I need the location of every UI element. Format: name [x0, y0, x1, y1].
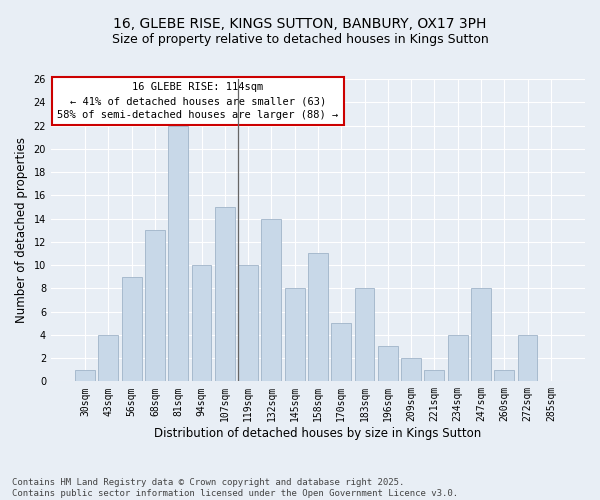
Text: Size of property relative to detached houses in Kings Sutton: Size of property relative to detached ho…: [112, 32, 488, 46]
X-axis label: Distribution of detached houses by size in Kings Sutton: Distribution of detached houses by size …: [154, 427, 482, 440]
Bar: [401, 358, 421, 382]
Bar: [238, 265, 258, 382]
Bar: [98, 335, 118, 382]
Bar: [355, 288, 374, 382]
Bar: [518, 335, 538, 382]
Bar: [308, 254, 328, 382]
Bar: [378, 346, 398, 382]
Bar: [471, 288, 491, 382]
Bar: [215, 207, 235, 382]
Bar: [122, 276, 142, 382]
Bar: [424, 370, 444, 382]
Bar: [262, 218, 281, 382]
Bar: [494, 370, 514, 382]
Text: 16, GLEBE RISE, KINGS SUTTON, BANBURY, OX17 3PH: 16, GLEBE RISE, KINGS SUTTON, BANBURY, O…: [113, 18, 487, 32]
Text: Contains HM Land Registry data © Crown copyright and database right 2025.
Contai: Contains HM Land Registry data © Crown c…: [12, 478, 458, 498]
Bar: [145, 230, 165, 382]
Bar: [75, 370, 95, 382]
Bar: [191, 265, 211, 382]
Bar: [285, 288, 305, 382]
Bar: [169, 126, 188, 382]
Bar: [448, 335, 467, 382]
Bar: [331, 323, 351, 382]
Y-axis label: Number of detached properties: Number of detached properties: [15, 137, 28, 323]
Text: 16 GLEBE RISE: 114sqm
← 41% of detached houses are smaller (63)
58% of semi-deta: 16 GLEBE RISE: 114sqm ← 41% of detached …: [57, 82, 338, 120]
